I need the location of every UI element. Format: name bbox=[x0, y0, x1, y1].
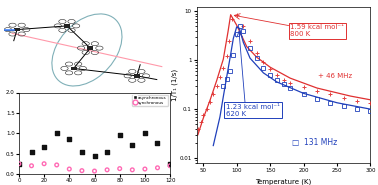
Bar bbox=[134, 74, 140, 78]
Point bbox=[28, 164, 34, 167]
Point bbox=[155, 142, 161, 145]
Point bbox=[54, 132, 60, 135]
Point bbox=[54, 164, 60, 166]
Point bbox=[41, 162, 47, 165]
Point bbox=[41, 146, 47, 149]
Point bbox=[91, 154, 98, 157]
Point bbox=[79, 169, 85, 172]
Legend: asynchronous, synchronous: asynchronous, synchronous bbox=[132, 95, 168, 106]
Point bbox=[16, 162, 22, 165]
Point bbox=[66, 168, 72, 171]
Text: 1.59 kcal mol⁻¹
800 K: 1.59 kcal mol⁻¹ 800 K bbox=[290, 24, 344, 38]
Y-axis label: 1/T₁ (1/s): 1/T₁ (1/s) bbox=[172, 69, 178, 101]
Bar bbox=[64, 24, 70, 28]
X-axis label: Temperature (K): Temperature (K) bbox=[256, 178, 311, 185]
Point bbox=[142, 132, 148, 135]
Point bbox=[28, 150, 34, 153]
Point bbox=[16, 162, 22, 165]
Point bbox=[117, 134, 123, 137]
Point bbox=[117, 167, 123, 170]
Point bbox=[104, 150, 110, 153]
Bar bbox=[71, 67, 77, 70]
Point bbox=[91, 170, 98, 173]
Point bbox=[79, 150, 85, 153]
Point bbox=[142, 168, 148, 171]
Text: 1.23 kcal mol⁻¹
620 K: 1.23 kcal mol⁻¹ 620 K bbox=[226, 104, 280, 117]
Point bbox=[167, 164, 173, 167]
Text: □  131 MHz: □ 131 MHz bbox=[292, 138, 338, 147]
Text: + 46 MHz: + 46 MHz bbox=[318, 73, 352, 79]
Point bbox=[155, 166, 161, 169]
Bar bbox=[14, 28, 20, 31]
Point bbox=[66, 138, 72, 141]
Point bbox=[167, 162, 173, 165]
Point bbox=[104, 168, 110, 171]
Bar bbox=[87, 46, 93, 50]
Point bbox=[129, 144, 135, 147]
Point bbox=[129, 168, 135, 171]
